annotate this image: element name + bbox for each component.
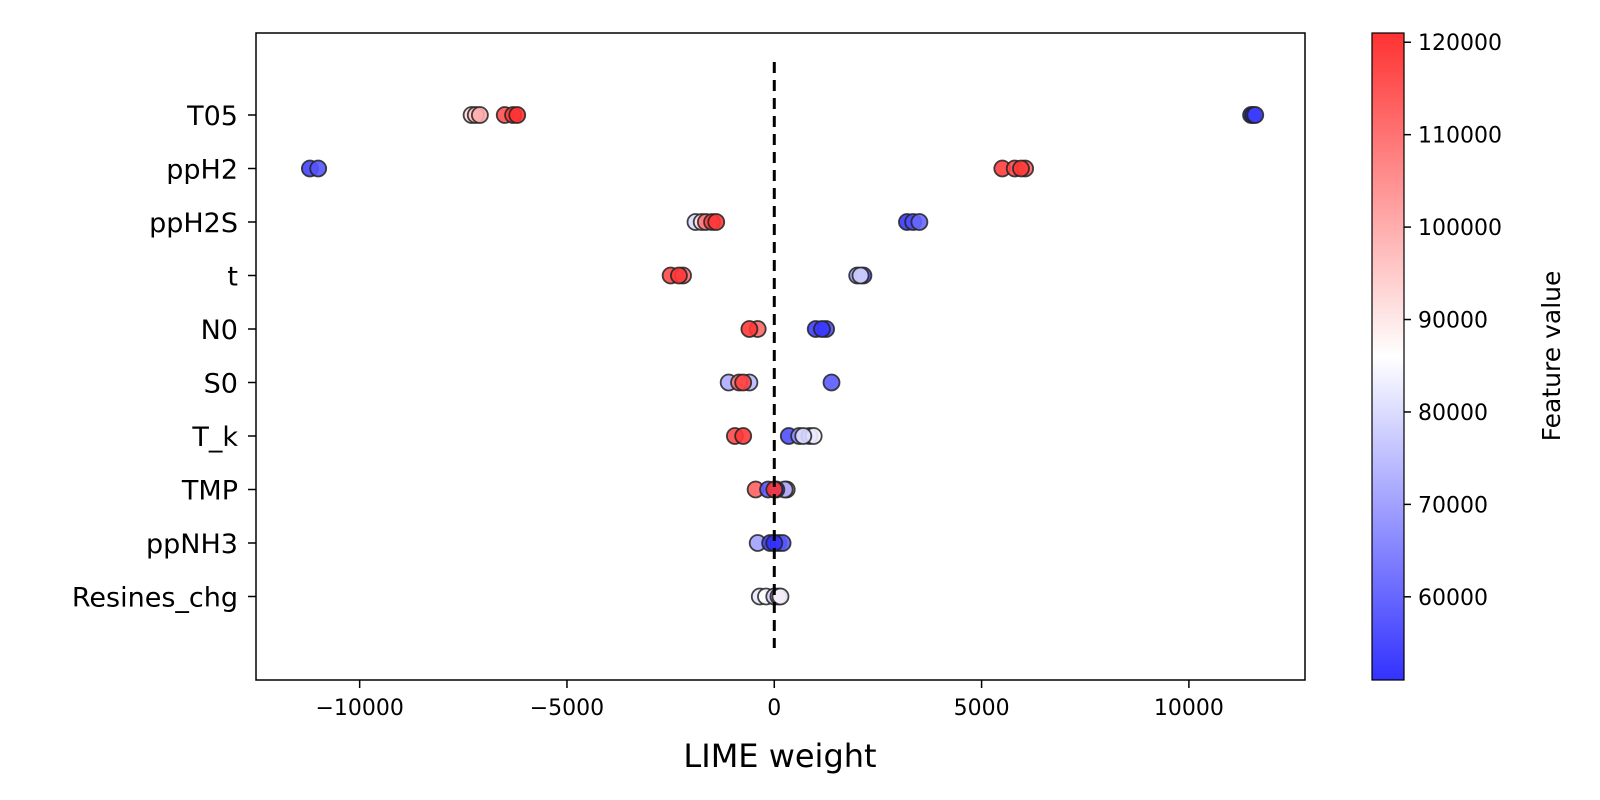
point-n0-33 [813, 320, 831, 338]
plot-frame [255, 32, 1306, 681]
scatter-points [301, 106, 1265, 606]
x-axis-ticks: −10000 −5000 0 5000 10000 [315, 680, 1224, 721]
y-tick-label: TMP [181, 476, 238, 507]
point-pph2-14 [1012, 159, 1030, 178]
y-tick-label: N0 [201, 315, 238, 346]
colorbar-tick-label: 80000 [1418, 401, 1488, 426]
y-tick-label: Resines_chg [72, 583, 238, 614]
x-tick-label: 5000 [954, 696, 1010, 721]
colorbar-ticks: 60000 70000 80000 90000 100000 110000 120000 [1404, 31, 1502, 611]
y-tick-label: ppH2S [149, 208, 238, 239]
point-t-25 [670, 266, 688, 285]
point-pph2-10 [309, 159, 328, 178]
point-n0-30 [740, 320, 759, 338]
x-tick-label: −10000 [315, 696, 403, 721]
colorbar-tick-label: 60000 [1418, 586, 1488, 611]
point-pph2s-22 [910, 213, 929, 231]
point-t05-2 [470, 106, 489, 124]
x-tick-label: 0 [767, 696, 781, 721]
point-resines-chg-61 [771, 587, 790, 606]
point-t-k-40 [734, 427, 753, 445]
colorbar-label: Feature value [1537, 271, 1566, 442]
point-t05-5 [508, 106, 527, 124]
point-s0-38 [822, 373, 841, 392]
y-tick-label: ppH2 [166, 155, 238, 186]
colorbar-tick-label: 70000 [1418, 493, 1488, 518]
y-tick-label: T05 [186, 101, 238, 132]
y-tick-label: S0 [204, 369, 238, 400]
point-t05-8 [1246, 106, 1265, 124]
y-tick-label: t [227, 262, 238, 293]
colorbar-tick-label: 90000 [1418, 309, 1488, 334]
y-tick-label: T_k [191, 422, 238, 453]
colorbar-tick-label: 120000 [1418, 31, 1502, 56]
point-pph2s-19 [707, 213, 726, 231]
y-tick-label: ppNH3 [146, 529, 238, 560]
point-t-k-45 [794, 427, 813, 445]
point-s0-37 [734, 373, 753, 392]
y-axis-ticks: T05 ppH2 ppH2S t N0 S0 T_k TMP ppNH3 Resines_chg [72, 101, 256, 614]
x-tick-label: 10000 [1154, 696, 1224, 721]
point-t-28 [851, 266, 870, 285]
colorbar [1371, 32, 1405, 681]
x-axis-label: LIME weight [683, 737, 876, 775]
colorbar-tick-label: 110000 [1418, 124, 1502, 149]
colorbar-tick-label: 100000 [1418, 216, 1502, 241]
x-tick-label: −5000 [530, 696, 604, 721]
